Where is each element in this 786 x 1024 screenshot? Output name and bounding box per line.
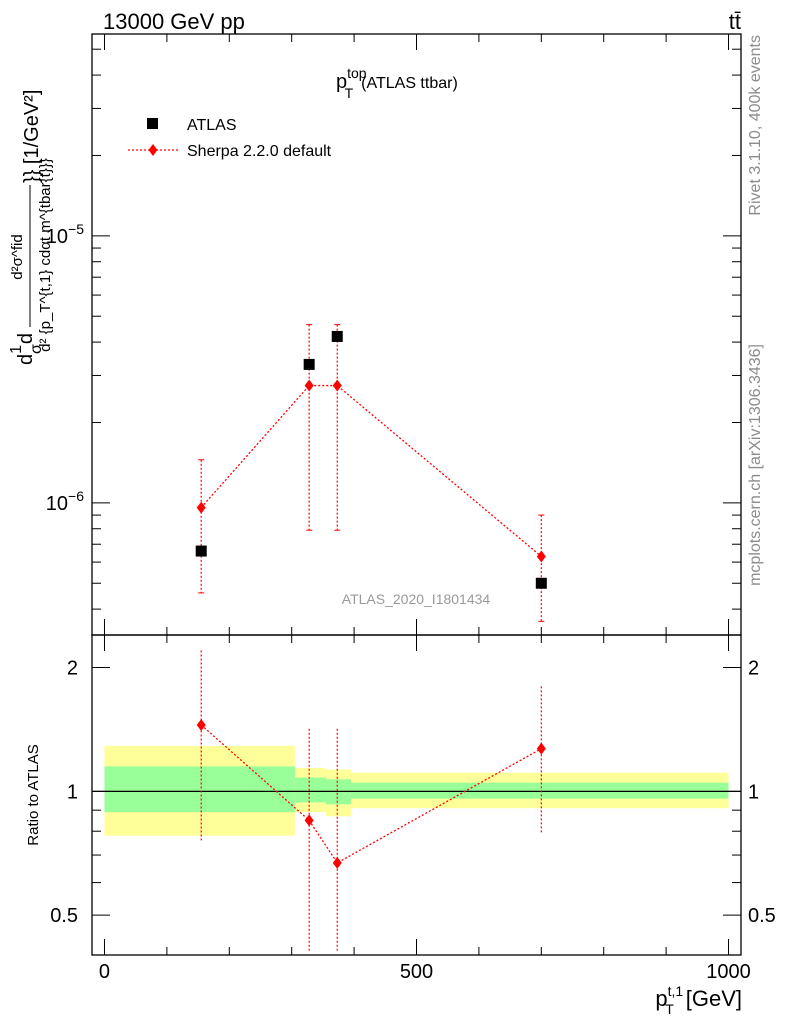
axis-tick-labels: 0 500 1000 10−5 10−6 0.5 0.5 1 1 2 2	[46, 221, 776, 983]
legend-atlas-label: ATLAS	[187, 117, 237, 134]
ratio-uncertainty-bands	[104, 745, 729, 836]
main-y-axis-label: d1 σd d²σ^fid d² {p_T^{t,1} cdαt m^{tbar{…	[8, 90, 54, 365]
main-y-tick-label-1: 10−6	[46, 488, 84, 515]
ratio-y-tick-label-left-0.5: 0.5	[50, 905, 78, 927]
x-tick-label-1000: 1000	[706, 961, 751, 983]
sherpa-ratio-point-0	[196, 718, 206, 731]
svg-text:d²σ^fid: d²σ^fid	[9, 234, 26, 279]
ratio-y-tick-label-left-1: 1	[67, 781, 78, 803]
x-axis-label: pt,1 T [GeV]	[655, 983, 742, 1017]
mc-lines	[92, 324, 741, 951]
sherpa-line	[200, 384, 542, 557]
ratio-y-tick-label-right-0.5: 0.5	[748, 905, 776, 927]
svg-text:}} [1/GeV²]: }} [1/GeV²]	[21, 90, 43, 183]
ratio-y-tick-label-right-2: 2	[748, 658, 759, 680]
plot-title: ptop T(ATLAS ttbar)	[336, 65, 458, 101]
sherpa-point-1	[304, 379, 314, 392]
legend-atlas-marker	[147, 118, 158, 129]
header-energy: 13000 GeV pp	[103, 9, 245, 34]
ratio-y-axis-label: Ratio to ATLAS	[25, 744, 42, 845]
atlas-point-0	[195, 545, 207, 557]
atlas-point-1	[303, 358, 315, 370]
ratio-band-inner-3	[350, 782, 729, 799]
main-y-tick-label-0: 10−5	[46, 221, 84, 248]
atlas-point-3	[535, 577, 547, 589]
legend-sherpa-marker	[148, 144, 158, 156]
ratio-band-inner-0	[104, 766, 295, 813]
ratio-y-tick-label-left-2: 2	[67, 658, 78, 680]
sherpa-point-2	[332, 379, 342, 392]
sherpa-point-0	[196, 501, 206, 514]
analysis-watermark: ATLAS_2020_I1801434	[342, 591, 491, 607]
x-tick-label-0: 0	[99, 961, 110, 983]
svg-text:d² {p_T^{t,1} cdαt m^{tbar{t}}: d² {p_T^{t,1} cdαt m^{tbar{t}}}	[37, 158, 54, 352]
ratio-band-inner-1	[294, 777, 327, 803]
header-process: tt̄	[729, 9, 741, 34]
sherpa-ratio-point-1	[304, 814, 314, 827]
sherpa-ratio-point-2	[332, 856, 342, 869]
side-rivet-label: Rivet 3.1.10, 400k events	[747, 35, 764, 216]
side-mcplots-label: mcplots.cern.ch [arXiv:1306.3436]	[747, 344, 764, 586]
axis-ticks	[92, 34, 741, 956]
x-tick-label-500: 500	[400, 961, 433, 983]
data-marks	[195, 330, 547, 869]
sherpa-ratio-point-3	[536, 742, 546, 755]
sherpa-ratio-line	[200, 724, 542, 864]
legend: ATLAS Sherpa 2.2.0 default	[128, 117, 332, 160]
atlas-point-2	[331, 330, 343, 342]
ratio-y-tick-label-right-1: 1	[748, 781, 759, 803]
sherpa-point-3	[536, 550, 546, 563]
legend-sherpa-label: Sherpa 2.2.0 default	[187, 143, 332, 160]
